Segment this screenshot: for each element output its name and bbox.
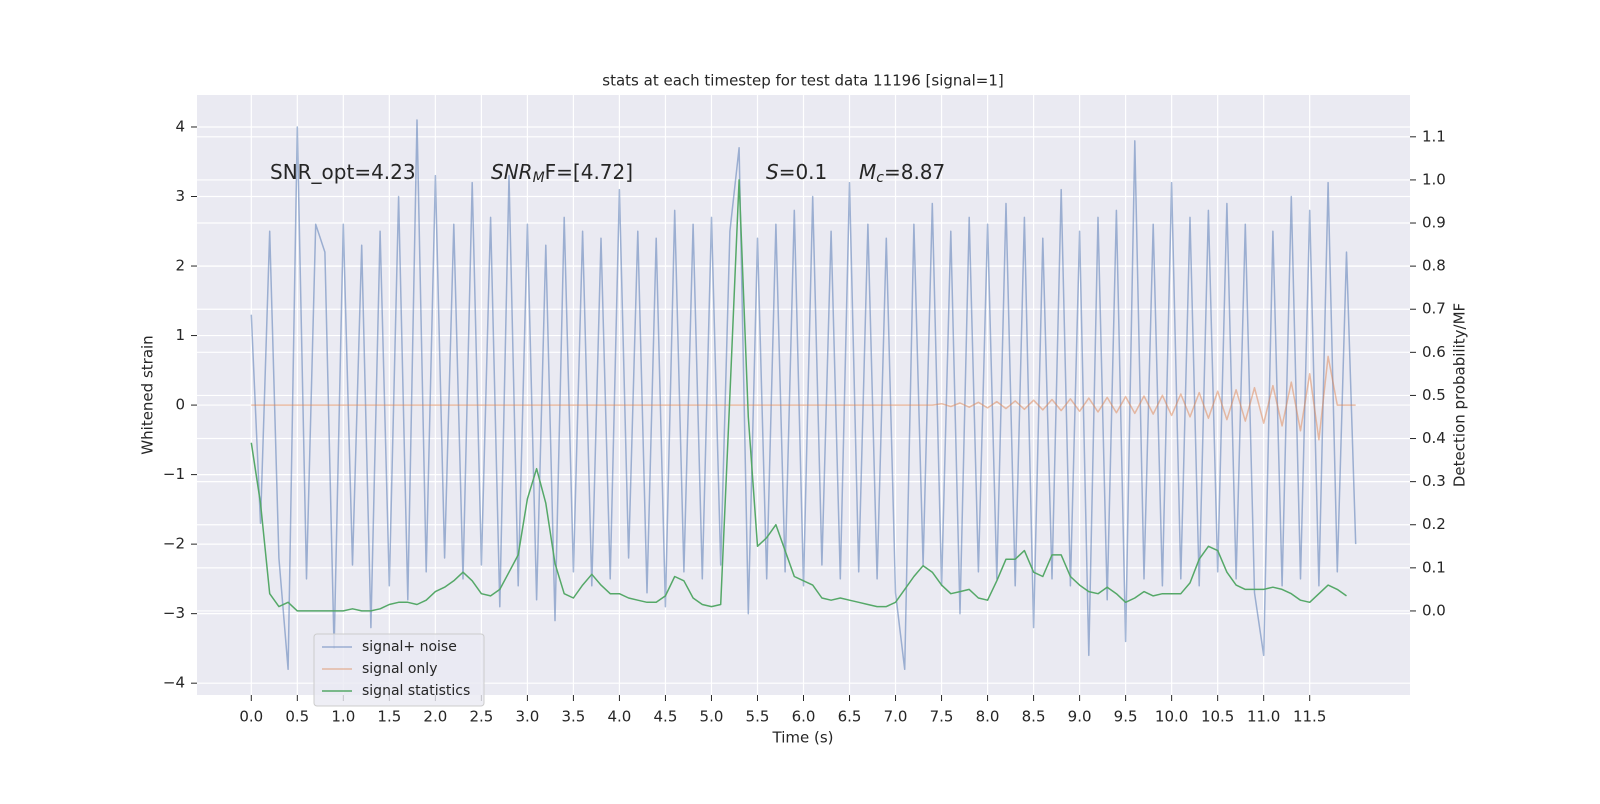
annotation-part: F=[4.72] (545, 160, 633, 184)
y-tick-label: 4 (175, 117, 185, 135)
annotation-part: =8.87 (884, 160, 945, 184)
legend-label: signal statistics (362, 683, 470, 699)
annotation-part: M (859, 160, 876, 184)
x-tick-label: 5.5 (746, 708, 770, 726)
annotation-part: M (533, 170, 545, 186)
x-tick-label: 8.0 (976, 708, 1000, 726)
x-tick-label: 4.5 (654, 708, 678, 726)
y2-tick-label: 0.1 (1422, 558, 1446, 576)
y-tick-label: 3 (175, 187, 185, 205)
x-tick-label: 1.0 (331, 708, 355, 726)
series-line (251, 355, 1356, 441)
annotation: SNRMF=[4.72] (491, 160, 633, 187)
x-axis-label: Time (s) (772, 729, 834, 747)
x-tick-label: 0.0 (239, 708, 263, 726)
annotation: Mc=8.87 (859, 160, 945, 187)
y2-tick-label: 1.1 (1422, 127, 1446, 145)
annotation-part: S (766, 160, 779, 184)
y-tick-label: −2 (163, 535, 185, 553)
chart-title: stats at each timestep for test data 111… (602, 72, 1003, 90)
y2-tick-label: 0.4 (1422, 429, 1446, 447)
x-tick-label: 9.0 (1068, 708, 1092, 726)
x-tick-label: 2.5 (469, 708, 493, 726)
y2-tick-label: 0.3 (1422, 472, 1446, 490)
legend-label: signal only (362, 661, 437, 677)
x-tick-label: 5.0 (700, 708, 724, 726)
x-tick-label: 11.0 (1247, 708, 1280, 726)
y2-tick-label: 1.0 (1422, 170, 1446, 188)
annotation: SNR_opt=4.23 (270, 160, 416, 184)
series-line (250, 119, 1357, 671)
y-tick-label: −1 (163, 465, 185, 483)
legend-label: signal+ noise (362, 639, 457, 655)
x-tick-label: 3.0 (515, 708, 539, 726)
y2-axis-label: Detection probability/MF (1451, 303, 1469, 487)
x-tick-label: 7.0 (884, 708, 908, 726)
x-tick-label: 2.0 (423, 708, 447, 726)
x-tick-label: 1.5 (377, 708, 401, 726)
y-tick-label: 1 (175, 326, 185, 344)
legend-box (313, 633, 485, 707)
annotation: S=0.1 (766, 160, 827, 184)
series-line (250, 179, 1347, 612)
y2-tick-label: 0.6 (1422, 343, 1446, 361)
y-axis-label: Whitened strain (139, 335, 157, 454)
y-tick-label: −3 (163, 604, 185, 622)
y2-tick-label: 0.2 (1422, 515, 1446, 533)
annotation-part: SNR_opt=4.23 (270, 160, 416, 184)
y-tick-label: −4 (163, 674, 185, 692)
y2-tick-label: 0.5 (1422, 386, 1446, 404)
x-tick-label: 6.0 (792, 708, 816, 726)
x-tick-label: 3.5 (561, 708, 585, 726)
annotation-part: c (876, 170, 884, 186)
annotation-part: =0.1 (779, 160, 828, 184)
x-tick-label: 11.5 (1293, 708, 1326, 726)
y2-tick-label: 0.7 (1422, 300, 1446, 318)
x-tick-label: 10.5 (1201, 708, 1234, 726)
y2-tick-label: 0.0 (1422, 601, 1446, 619)
x-tick-label: 0.5 (285, 708, 309, 726)
x-tick-label: 6.5 (838, 708, 862, 726)
x-tick-label: 8.5 (1022, 708, 1046, 726)
x-tick-label: 9.5 (1114, 708, 1138, 726)
x-tick-label: 4.0 (608, 708, 632, 726)
x-tick-label: 7.5 (930, 708, 954, 726)
y2-tick-label: 0.8 (1422, 257, 1446, 275)
annotation-part: SNR (491, 160, 533, 184)
y-tick-label: 0 (175, 396, 185, 414)
x-tick-label: 10.0 (1155, 708, 1188, 726)
y-tick-label: 2 (175, 257, 185, 275)
y2-tick-label: 0.9 (1422, 214, 1446, 232)
